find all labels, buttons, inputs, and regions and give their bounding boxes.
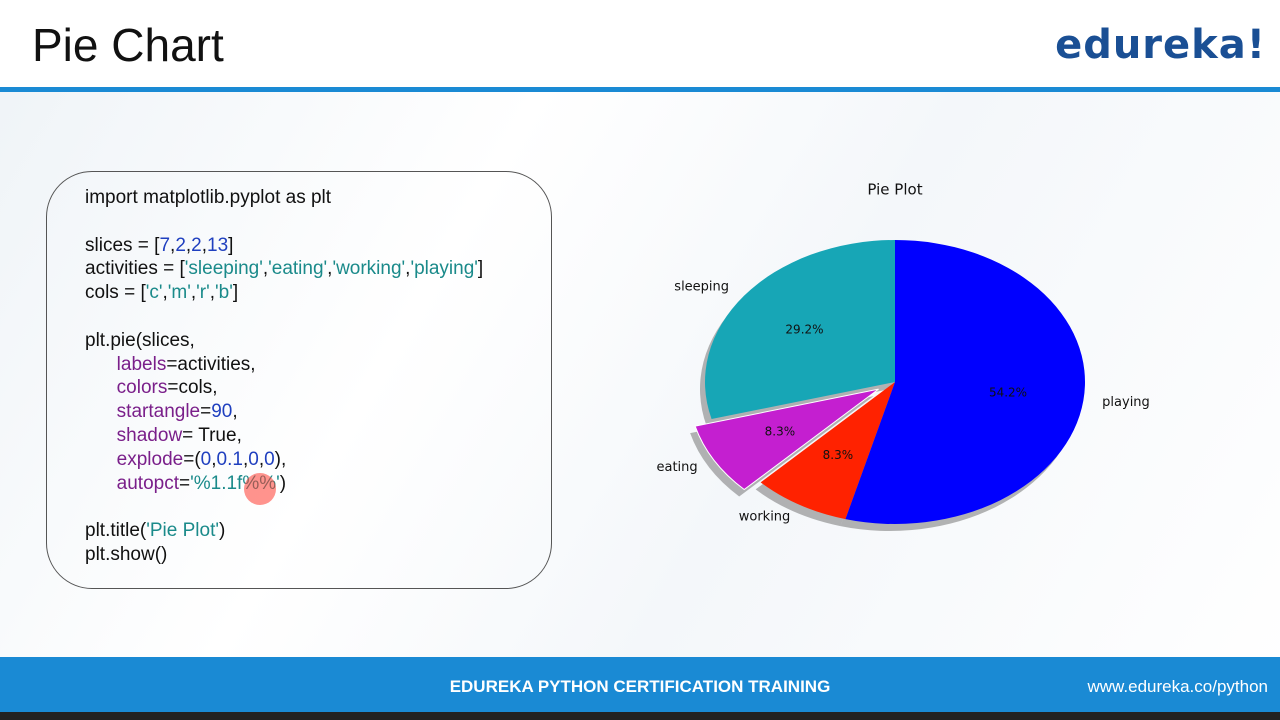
slice-label: sleeping [674, 280, 729, 295]
slice-label: eating [656, 460, 697, 475]
slice-label: playing [1102, 395, 1150, 410]
code-line: startangle=90, [85, 401, 238, 423]
value-label: 29.2% [785, 323, 823, 337]
footer-url: www.edureka.co/python [1087, 677, 1269, 696]
code-line: import matplotlib.pyplot as plt [85, 187, 332, 208]
footer: EDUREKA PYTHON CERTIFICATION TRAINING ww… [0, 657, 1280, 712]
slice-label: working [739, 510, 791, 525]
code-block: import matplotlib.pyplot as plt [85, 186, 483, 210]
code-line: shadow= True, [85, 424, 242, 446]
code-block: slices = [7,2,2,13] activities = ['sleepi… [85, 234, 483, 305]
bottom-strip [0, 712, 1280, 720]
code: import matplotlib.pyplot as plt slices = … [85, 186, 483, 591]
code-line: plt.show() [85, 543, 168, 565]
slice [705, 240, 895, 420]
slice [845, 240, 1086, 524]
slice [694, 388, 879, 491]
cursor [244, 473, 276, 505]
code-line: colors=cols, [85, 377, 218, 399]
slide-title: Pie Chart [32, 19, 224, 71]
footer-title: EDUREKA PYTHON CERTIFICATION TRAINING [449, 677, 831, 696]
value-label: 54.2% [989, 386, 1027, 400]
code-block: plt.title('Pie Plot') plt.show() [85, 519, 483, 567]
header: Pie Chart edureka! [0, 0, 1280, 88]
value-label: 8.3% [823, 448, 854, 462]
value-label: 8.3% [765, 424, 796, 438]
logo: edureka! [1055, 22, 1266, 68]
code-line: activities = ['sleeping','eating','worki… [85, 258, 484, 280]
code-line: plt.pie(slices, [85, 329, 195, 351]
code-line: cols = ['c','m','r','b'] [85, 282, 239, 304]
slice [760, 382, 895, 520]
code-line: explode=(0,0.1,0,0), [85, 448, 287, 470]
code-line: slices = [7,2,2,13] [85, 234, 234, 256]
code-box [46, 171, 552, 589]
header-rule [0, 87, 1280, 92]
code-line: plt.title('Pie Plot') [85, 520, 226, 542]
chart-title: Pie Plot [867, 181, 922, 199]
code-line: labels=activities, [85, 353, 256, 375]
